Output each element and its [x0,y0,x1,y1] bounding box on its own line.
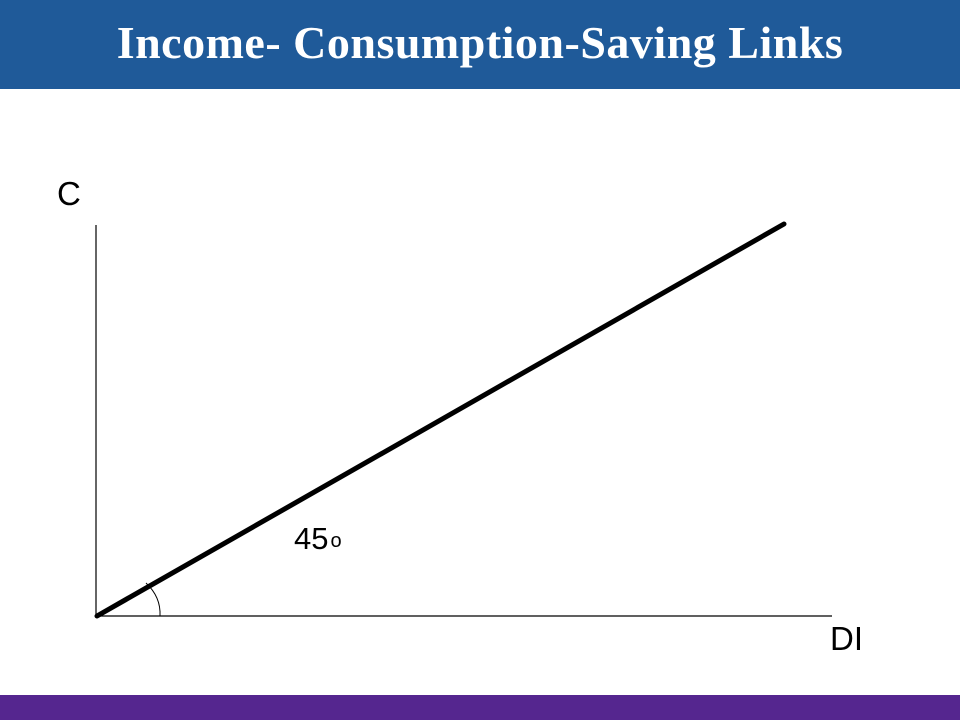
x-axis-label: DI [830,620,863,657]
footer-bar [0,695,960,720]
y-axis-label: C [57,175,81,212]
angle-label: 45 o [294,521,342,557]
title-bar: Income- Consumption-Saving Links [0,0,960,89]
degree-mark: o [330,530,342,552]
slide-title: Income- Consumption-Saving Links [116,17,844,68]
angle-value: 45 [294,521,329,556]
angle-arc [145,582,161,617]
forty-five-degree-line [94,221,787,619]
